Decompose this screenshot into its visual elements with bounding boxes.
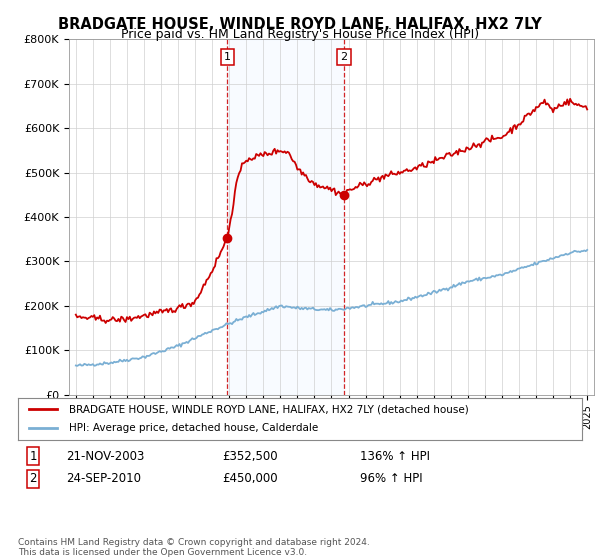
Text: BRADGATE HOUSE, WINDLE ROYD LANE, HALIFAX, HX2 7LY (detached house): BRADGATE HOUSE, WINDLE ROYD LANE, HALIFA… — [69, 404, 469, 414]
Text: 2: 2 — [340, 52, 347, 62]
Text: 2: 2 — [29, 472, 37, 486]
Text: 96% ↑ HPI: 96% ↑ HPI — [360, 472, 422, 486]
Text: 21-NOV-2003: 21-NOV-2003 — [66, 450, 145, 463]
Text: £450,000: £450,000 — [222, 472, 278, 486]
Text: Contains HM Land Registry data © Crown copyright and database right 2024.
This d: Contains HM Land Registry data © Crown c… — [18, 538, 370, 557]
Text: 1: 1 — [29, 450, 37, 463]
Text: 1: 1 — [224, 52, 231, 62]
Text: Price paid vs. HM Land Registry's House Price Index (HPI): Price paid vs. HM Land Registry's House … — [121, 28, 479, 41]
Text: £352,500: £352,500 — [222, 450, 278, 463]
Text: 24-SEP-2010: 24-SEP-2010 — [66, 472, 141, 486]
Text: 136% ↑ HPI: 136% ↑ HPI — [360, 450, 430, 463]
Text: HPI: Average price, detached house, Calderdale: HPI: Average price, detached house, Cald… — [69, 423, 318, 433]
Bar — [227, 39, 344, 395]
Text: BRADGATE HOUSE, WINDLE ROYD LANE, HALIFAX, HX2 7LY: BRADGATE HOUSE, WINDLE ROYD LANE, HALIFA… — [58, 17, 542, 32]
